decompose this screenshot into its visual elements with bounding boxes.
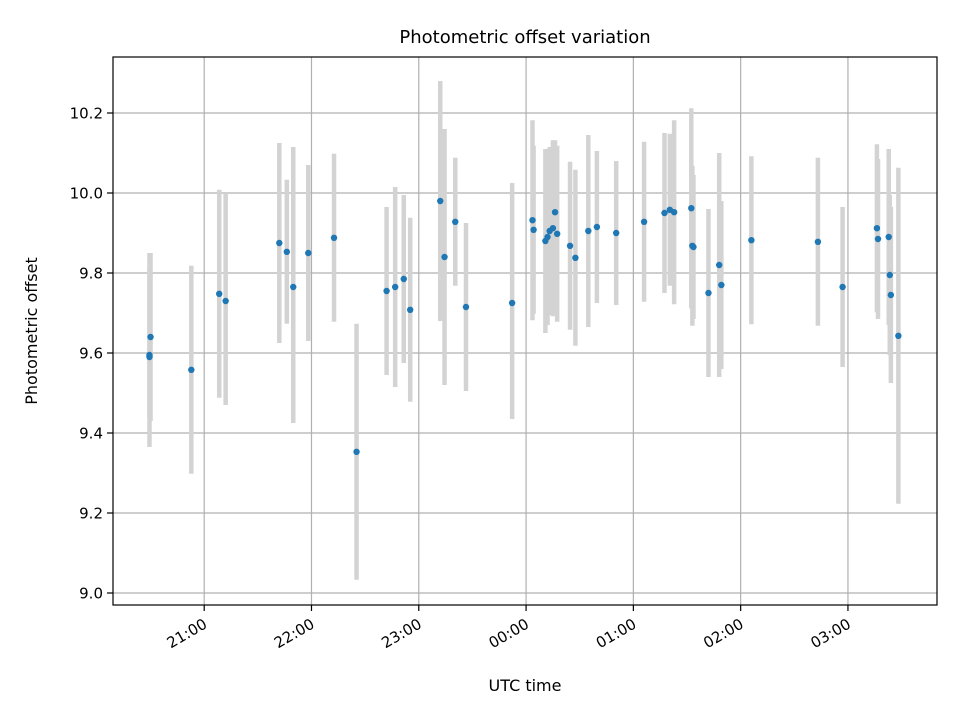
data-point bbox=[353, 448, 360, 455]
data-point bbox=[383, 287, 390, 295]
data-point bbox=[612, 229, 620, 237]
data-point bbox=[839, 283, 846, 291]
data-point bbox=[305, 249, 312, 257]
y-tick-label: 9.6 bbox=[79, 345, 103, 363]
data-point bbox=[688, 205, 695, 212]
data-point bbox=[705, 289, 712, 297]
data-point bbox=[551, 209, 559, 216]
y-tick-label: 9.2 bbox=[79, 505, 103, 523]
data-point bbox=[873, 225, 881, 232]
data-point bbox=[544, 233, 551, 241]
data-point bbox=[585, 227, 592, 235]
y-tick-label: 10.0 bbox=[70, 185, 103, 203]
data-point bbox=[508, 299, 516, 307]
data-point bbox=[885, 233, 892, 241]
grid-lines bbox=[113, 57, 937, 605]
y-axis-label: Photometric offset bbox=[22, 257, 41, 405]
data-points bbox=[146, 197, 902, 455]
data-point bbox=[593, 223, 601, 231]
data-point bbox=[146, 353, 153, 361]
data-point bbox=[188, 366, 195, 373]
data-point bbox=[452, 218, 459, 225]
data-point bbox=[549, 225, 557, 232]
data-point bbox=[147, 333, 154, 341]
data-point bbox=[330, 234, 338, 241]
data-point bbox=[640, 218, 648, 225]
data-point bbox=[887, 291, 895, 299]
y-tick-label: 9.8 bbox=[79, 265, 103, 283]
y-tick-label: 9.0 bbox=[79, 585, 103, 603]
y-tick-label: 10.2 bbox=[70, 105, 103, 123]
data-point bbox=[572, 254, 579, 261]
data-point bbox=[530, 226, 537, 233]
data-point bbox=[670, 209, 678, 216]
data-point bbox=[748, 237, 755, 244]
data-point bbox=[874, 235, 882, 243]
data-point bbox=[283, 248, 291, 255]
data-point bbox=[437, 197, 444, 205]
data-point bbox=[216, 290, 223, 297]
data-point bbox=[715, 261, 723, 269]
data-point bbox=[553, 230, 561, 237]
data-point bbox=[391, 283, 399, 291]
data-point bbox=[886, 271, 893, 279]
data-point bbox=[718, 281, 725, 289]
data-point bbox=[406, 306, 414, 313]
plot-area-frame bbox=[112, 56, 938, 606]
data-point bbox=[462, 303, 470, 311]
data-point bbox=[441, 253, 448, 261]
x-axis-label: UTC time bbox=[489, 676, 562, 695]
data-point bbox=[690, 243, 697, 251]
y-tick-label: 9.4 bbox=[79, 425, 103, 443]
chart-title: Photometric offset variation bbox=[399, 27, 650, 48]
data-point bbox=[814, 238, 822, 245]
data-point bbox=[566, 242, 574, 249]
data-point bbox=[529, 217, 536, 224]
data-point bbox=[222, 297, 229, 305]
data-point bbox=[290, 283, 297, 291]
data-point bbox=[400, 275, 407, 283]
data-point bbox=[276, 239, 283, 247]
data-point bbox=[661, 209, 668, 217]
data-point bbox=[895, 332, 902, 339]
y-axis-ticks: 9.0 9.2 9.4 9.6 9.8 10.0 10.2 bbox=[70, 105, 113, 603]
